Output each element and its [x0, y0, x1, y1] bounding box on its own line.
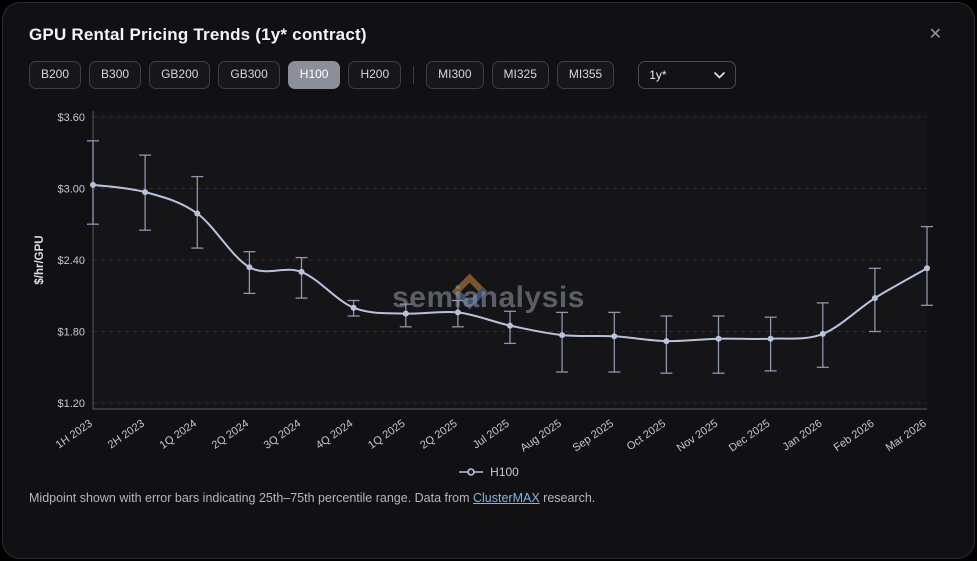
- chart-area: $1.20 $1.80 $2.40 $3.00 $3.60 1H 2023 2H 2023 1…: [29, 97, 948, 463]
- svg-text:Jul 2025: Jul 2025: [471, 418, 512, 452]
- gpu-button-h100[interactable]: H100: [287, 61, 341, 89]
- clustermax-link[interactable]: ClusterMAX: [473, 491, 540, 505]
- svg-text:1H 2023: 1H 2023: [54, 418, 95, 452]
- svg-text:Sep 2025: Sep 2025: [571, 418, 616, 455]
- modal-header: GPU Rental Pricing Trends (1y* contract)…: [29, 3, 948, 47]
- contract-term-value: 1y*: [649, 68, 667, 82]
- svg-text:3Q 2024: 3Q 2024: [262, 418, 303, 452]
- footer-text-end: research.: [539, 491, 596, 505]
- svg-text:Feb 2026: Feb 2026: [832, 418, 877, 454]
- svg-text:1Q 2025: 1Q 2025: [366, 418, 407, 452]
- gpu-button-gb200[interactable]: GB200: [149, 61, 211, 89]
- svg-text:Oct 2025: Oct 2025: [625, 418, 668, 453]
- svg-text:1Q 2024: 1Q 2024: [158, 418, 199, 452]
- gpu-filter-toolbar: B200 B300 GB200 GB300 H100 H200 MI300 MI…: [29, 61, 948, 89]
- svg-text:2H 2023: 2H 2023: [106, 418, 147, 452]
- gpu-button-gb300[interactable]: GB300: [218, 61, 280, 89]
- svg-text:2Q 2025: 2Q 2025: [418, 418, 459, 452]
- chart-legend: H100: [29, 465, 948, 479]
- svg-text:$1.80: $1.80: [57, 327, 85, 339]
- svg-text:$1.20: $1.20: [57, 398, 85, 410]
- legend-marker-icon: [459, 468, 484, 476]
- gpu-button-b200[interactable]: B200: [29, 61, 82, 89]
- gpu-button-mi300[interactable]: MI300: [426, 61, 484, 89]
- legend-item-h100[interactable]: H100: [458, 465, 519, 479]
- close-icon[interactable]: ✕: [928, 26, 942, 43]
- footer-text-start: Midpoint shown with error bars indicatin…: [29, 491, 473, 505]
- svg-text:$3.00: $3.00: [57, 184, 85, 196]
- contract-term-dropdown[interactable]: 1y*: [638, 61, 737, 89]
- svg-text:$2.40: $2.40: [57, 255, 85, 267]
- gpu-button-mi355[interactable]: MI355: [556, 61, 615, 89]
- svg-text:Dec 2025: Dec 2025: [727, 418, 772, 455]
- svg-text:2Q 2024: 2Q 2024: [210, 418, 251, 452]
- gpu-button-mi325[interactable]: MI325: [491, 61, 549, 89]
- gpu-button-b300[interactable]: B300: [89, 61, 142, 89]
- toolbar-divider: [413, 66, 415, 84]
- footer-note: Midpoint shown with error bars indicatin…: [29, 491, 948, 505]
- chevron-down-icon: [714, 68, 726, 82]
- legend-label: H100: [490, 465, 519, 479]
- svg-text:Nov 2025: Nov 2025: [675, 418, 720, 455]
- page-title: GPU Rental Pricing Trends (1y* contract): [29, 25, 367, 44]
- svg-text:$/hr/GPU: $/hr/GPU: [34, 235, 46, 284]
- svg-text:4Q 2024: 4Q 2024: [314, 418, 355, 452]
- gpu-button-h200[interactable]: H200: [348, 61, 402, 89]
- svg-text:Jan 2026: Jan 2026: [781, 418, 825, 454]
- svg-text:Mar 2026: Mar 2026: [884, 418, 929, 454]
- svg-text:$3.60: $3.60: [57, 112, 85, 124]
- pricing-line-chart: $1.20 $1.80 $2.40 $3.00 $3.60 1H 2023 2H 2023 1…: [34, 111, 933, 455]
- svg-text:Aug 2025: Aug 2025: [518, 418, 563, 455]
